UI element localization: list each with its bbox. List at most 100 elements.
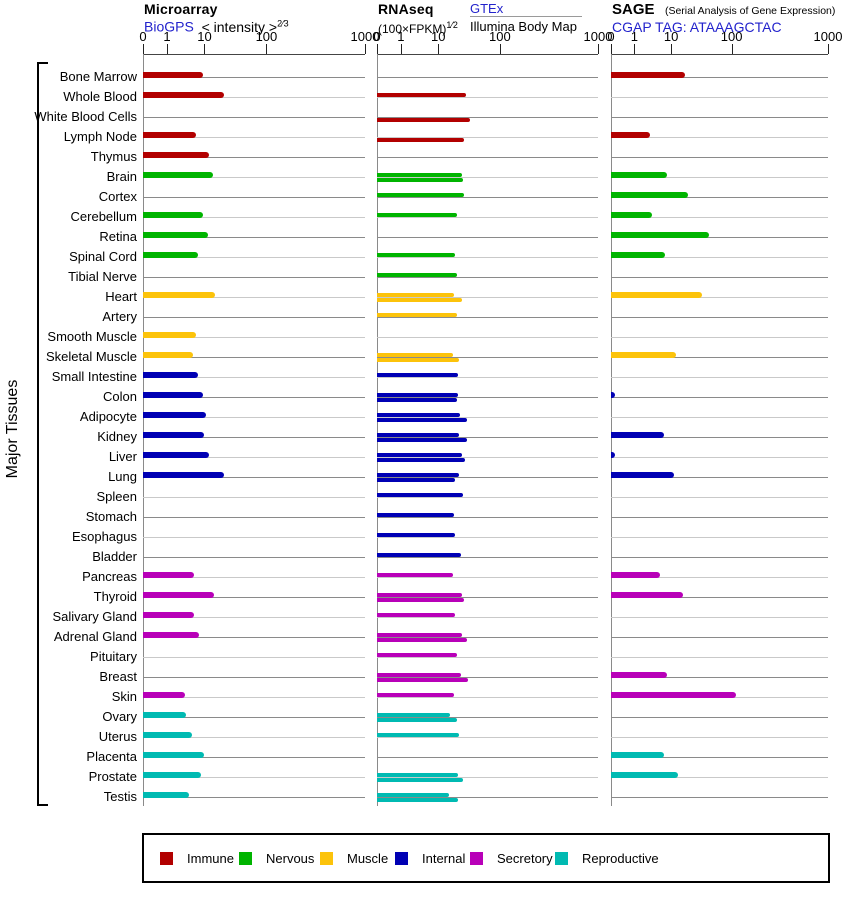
tissue-label: Skin [111, 689, 137, 704]
row-baseline [377, 757, 598, 758]
bar-sage [611, 772, 678, 778]
row-baseline [611, 637, 828, 638]
tissue-label: Kidney [97, 429, 137, 444]
bar-sage [611, 452, 615, 458]
row-baseline [611, 357, 828, 358]
row-baseline [377, 217, 598, 218]
row-baseline [611, 417, 828, 418]
x-tick-label-microarray: 0 [139, 29, 147, 44]
row-baseline [377, 337, 598, 338]
legend-swatch-secretory [470, 851, 483, 865]
bar-microarray [143, 752, 204, 758]
bar-rnaseq-gtex [377, 553, 461, 557]
x-tick-label-microarray: 100 [255, 29, 278, 44]
row-baseline [611, 617, 828, 618]
x-tick-sage [634, 44, 636, 54]
bar-microarray [143, 792, 190, 798]
row-baseline [611, 517, 828, 518]
cgap-tag-link[interactable]: CGAP TAG: ATAAAGCTAC [612, 19, 782, 35]
row-baseline [143, 317, 365, 318]
bar-sage [611, 172, 667, 178]
bar-microarray [143, 152, 210, 158]
tissue-label: Testis [103, 789, 137, 804]
row-baseline [143, 797, 365, 798]
row-baseline [377, 617, 598, 618]
bar-microarray [143, 432, 204, 438]
tissue-label: Small Intestine [51, 369, 137, 384]
bar-rnaseq-illumina [377, 598, 464, 602]
bar-sage [611, 692, 736, 698]
row-baseline [611, 397, 828, 398]
row-baseline [611, 677, 828, 678]
rnaseq-title: RNAseq [378, 1, 434, 17]
bar-rnaseq-gtex [377, 513, 454, 517]
biogps-link[interactable]: BioGPS [144, 18, 194, 35]
row-baseline [377, 77, 598, 78]
row-baseline [377, 737, 598, 738]
row-baseline [143, 777, 365, 778]
gtex-divider [470, 16, 582, 17]
tissue-label: Colon [103, 389, 137, 404]
row-baseline [143, 717, 365, 718]
tissue-label: White Blood Cells [34, 109, 137, 124]
bar-rnaseq-gtex [377, 93, 466, 97]
bar-rnaseq-illumina [377, 438, 468, 442]
bar-rnaseq-gtex [377, 453, 462, 457]
row-baseline [377, 717, 598, 718]
bar-rnaseq-gtex [377, 253, 456, 257]
tissue-label: Ovary [102, 709, 137, 724]
rnaseq-scale-label: (100×FPKM)1⁄2 [378, 20, 458, 36]
row-baseline [611, 597, 828, 598]
row-baseline [377, 537, 598, 538]
legend-item-secretory: Secretory [470, 835, 553, 881]
row-baseline [611, 497, 828, 498]
bar-microarray [143, 732, 193, 738]
bar-rnaseq-gtex [377, 573, 454, 577]
row-baseline [377, 517, 598, 518]
x-tick-rnaseq [377, 44, 378, 54]
row-baseline [611, 717, 828, 718]
bar-rnaseq-gtex [377, 493, 463, 497]
x-tick-label-microarray: 10 [197, 29, 212, 44]
bar-microarray [143, 172, 213, 178]
tissue-label: Lymph Node [63, 129, 137, 144]
x-tick-microarray [365, 44, 366, 54]
tissue-label: Pancreas [82, 569, 137, 584]
tissue-label: Pituitary [90, 649, 137, 664]
tissue-label: Stomach [85, 509, 137, 524]
tissue-label: Cerebellum [70, 209, 137, 224]
tissue-label: Brain [106, 169, 137, 184]
bar-sage [611, 432, 664, 438]
row-baseline [611, 757, 828, 758]
row-baseline [611, 577, 828, 578]
bar-microarray [143, 72, 203, 78]
panel-border-microarray [143, 54, 144, 806]
bar-rnaseq-gtex [377, 773, 459, 777]
tissue-label: Adipocyte [79, 409, 137, 424]
bar-rnaseq-gtex [377, 793, 450, 797]
bar-rnaseq-gtex [377, 313, 457, 317]
x-tick-label-rnaseq: 0 [373, 29, 381, 44]
row-baseline [377, 777, 598, 778]
bar-rnaseq-gtex [377, 413, 460, 417]
bar-rnaseq-illumina [377, 638, 468, 642]
row-baseline [611, 297, 828, 298]
bar-rnaseq-gtex [377, 353, 454, 357]
x-tick-sage [828, 44, 829, 54]
tissue-label: Bone Marrow [59, 69, 137, 84]
bar-sage [611, 572, 661, 578]
row-baseline [611, 77, 828, 78]
row-baseline [143, 257, 365, 258]
tissue-label: Thyroid [93, 589, 137, 604]
x-tick-label-sage: 1 [630, 29, 639, 44]
row-baseline [611, 337, 828, 338]
row-baseline [143, 77, 365, 78]
row-baseline [611, 217, 828, 218]
gtex-link[interactable]: GTEx [470, 1, 504, 16]
row-baseline [377, 197, 598, 198]
x-tick-sage [611, 44, 612, 54]
tissue-label: Heart [105, 289, 137, 304]
row-baseline [143, 737, 365, 738]
row-baseline [611, 97, 828, 98]
row-baseline [143, 197, 365, 198]
